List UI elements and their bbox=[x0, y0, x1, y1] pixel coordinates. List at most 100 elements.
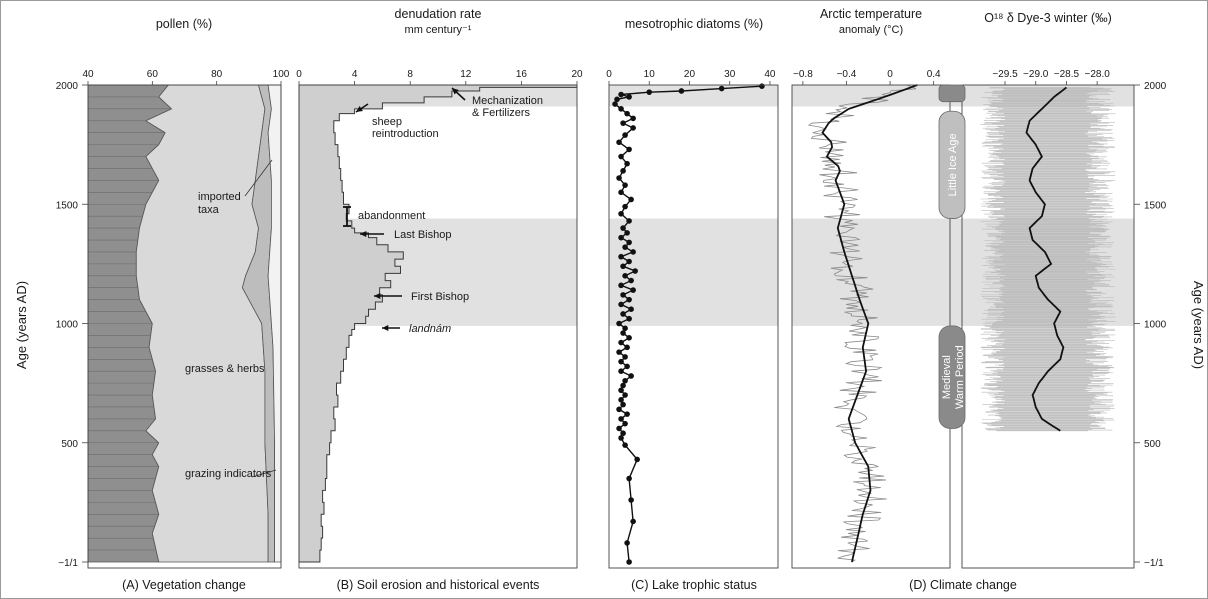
diatoms-point bbox=[622, 182, 628, 188]
diatoms-point bbox=[626, 146, 632, 153]
panels: 40 60 80 100 0 4 8 12 16 20 0 10 20 30 40 −0.8 −0.4 0 0.4−… bbox=[56, 7, 1167, 592]
diatoms-point bbox=[616, 175, 622, 181]
diatoms-point bbox=[614, 96, 620, 103]
diatoms-point bbox=[628, 306, 634, 312]
diatoms-point bbox=[628, 196, 634, 203]
diatoms-point bbox=[618, 339, 624, 346]
diatoms-point bbox=[624, 411, 630, 417]
diatoms-point bbox=[624, 230, 630, 236]
annotation-abandonment: abandonment bbox=[358, 210, 425, 222]
diatoms-point bbox=[620, 330, 626, 336]
panel-arctic bbox=[807, 84, 918, 563]
diatoms-point bbox=[618, 387, 624, 394]
diatoms-point bbox=[646, 89, 653, 95]
panel-dye3 bbox=[980, 86, 1116, 432]
panel-caption-dye3: (D) Climate change bbox=[909, 578, 1017, 592]
diatoms-point bbox=[620, 401, 626, 408]
y-tick-label-right: 1500 bbox=[1144, 200, 1167, 211]
annotation-mechanization-line: & Fertilizers bbox=[472, 107, 531, 119]
diatoms-point bbox=[622, 392, 628, 398]
denudation-annotations: Mechanization & Fertilizers sheep reintrodu… bbox=[343, 87, 543, 335]
diatoms-point bbox=[628, 497, 634, 503]
y-tick-label-left: 1500 bbox=[56, 200, 79, 211]
imported-taxa-leader bbox=[244, 159, 273, 197]
annotation-imported-taxa-text-line: taxa bbox=[198, 204, 220, 216]
diatoms-point bbox=[624, 363, 630, 370]
diatoms-point bbox=[622, 325, 628, 332]
diatoms-point bbox=[618, 234, 624, 241]
panel-subtitle-denudation: mm century⁻¹ bbox=[405, 24, 472, 36]
diatoms-point bbox=[616, 349, 622, 355]
panel-diatoms bbox=[612, 83, 765, 565]
annotation-sheep-reintroduction-line: reintroduction bbox=[372, 128, 439, 140]
period-bar-label-line: Medieval bbox=[941, 355, 953, 399]
sheep-arrowhead bbox=[356, 105, 363, 112]
diatoms-point bbox=[626, 296, 632, 303]
diatoms-point bbox=[616, 139, 622, 146]
period-bar-label-line: Little Ice Age bbox=[947, 133, 959, 196]
y-tick-label-right: 1000 bbox=[1144, 320, 1167, 331]
diatoms-point bbox=[622, 420, 628, 427]
diatoms-point bbox=[620, 311, 626, 317]
period-bar-label-0: Little Ice Age bbox=[947, 133, 959, 196]
period-bar-2 bbox=[938, 84, 966, 103]
diatoms-point bbox=[626, 239, 632, 246]
x-tick-label-pollen: 60 bbox=[147, 69, 159, 80]
mechanization-arrowhead bbox=[452, 88, 459, 95]
annotation-landnam: landnám bbox=[409, 323, 451, 335]
diatoms-point bbox=[678, 88, 685, 94]
diatoms-point bbox=[624, 344, 630, 351]
x-tick-label-dye3: −28.5 bbox=[1054, 69, 1080, 80]
diatoms-point bbox=[622, 132, 628, 138]
panel-denudation bbox=[298, 84, 578, 563]
landnam-arrowhead bbox=[382, 324, 389, 332]
annotation-imported-taxa-text: imported taxa bbox=[198, 191, 241, 216]
diatoms-point bbox=[718, 85, 725, 92]
diatoms-point bbox=[616, 320, 622, 327]
diatoms-point bbox=[634, 456, 640, 463]
first-bishop-arrowhead bbox=[374, 292, 381, 300]
diatoms-point bbox=[630, 518, 636, 525]
diatoms-point bbox=[622, 377, 628, 384]
annotation-sheep-reintroduction: sheep reintroduction bbox=[372, 116, 439, 140]
diatoms-point bbox=[624, 540, 630, 546]
diatoms-point bbox=[616, 425, 622, 432]
x-tick-label-dye3: −29.0 bbox=[1023, 69, 1049, 80]
y-tick-label-left: 500 bbox=[61, 439, 78, 450]
diatoms-point bbox=[618, 435, 624, 441]
x-tick-label-pollen: 100 bbox=[273, 69, 290, 80]
x-tick-label-diatoms: 40 bbox=[764, 69, 776, 80]
diatoms-point bbox=[632, 268, 638, 274]
x-tick-label-dye3: −28.0 bbox=[1084, 69, 1110, 80]
y-tick-label-left: −1/1 bbox=[58, 558, 78, 569]
diatoms-point bbox=[622, 244, 628, 250]
panel-frame-1 bbox=[298, 84, 578, 569]
diatoms-point bbox=[630, 249, 636, 255]
diatoms-point bbox=[626, 94, 632, 100]
y-tick-label-left: 2000 bbox=[56, 81, 79, 92]
diatoms-point bbox=[626, 218, 632, 224]
y-tick-label-left: 1000 bbox=[56, 320, 79, 331]
annotation-sheep-reintroduction-line: sheep bbox=[372, 116, 402, 128]
x-tick-label-diatoms: 20 bbox=[684, 69, 696, 80]
diatoms-point bbox=[626, 258, 632, 265]
panel-title-dye3: O¹⁸ δ Dye-3 winter (‰) bbox=[984, 11, 1112, 25]
x-tick-label-denudation: 0 bbox=[296, 69, 302, 80]
annotation-mechanization: Mechanization & Fertilizers bbox=[472, 95, 543, 119]
diatoms-point bbox=[618, 301, 624, 308]
diatoms-point bbox=[618, 282, 624, 289]
pollen-layer-grasses-herbs bbox=[135, 84, 269, 563]
annotation-last-bishop: Last Bishop bbox=[394, 229, 451, 241]
diatoms-point bbox=[620, 168, 626, 174]
diatoms-point bbox=[620, 382, 626, 389]
y-axis-title-left: Age (years AD) bbox=[14, 281, 29, 369]
diatoms-point bbox=[626, 559, 632, 565]
x-tick-label-arctic: 0.4 bbox=[927, 69, 941, 80]
x-tick-label-pollen: 40 bbox=[82, 69, 94, 80]
panel-title-denudation: denudation rate bbox=[395, 7, 482, 21]
panel-title-pollen: pollen (%) bbox=[156, 17, 212, 31]
diatoms-point bbox=[618, 210, 624, 217]
arctic-raw-line bbox=[807, 84, 917, 563]
panel-title-diatoms: mesotrophic diatoms (%) bbox=[625, 17, 763, 31]
